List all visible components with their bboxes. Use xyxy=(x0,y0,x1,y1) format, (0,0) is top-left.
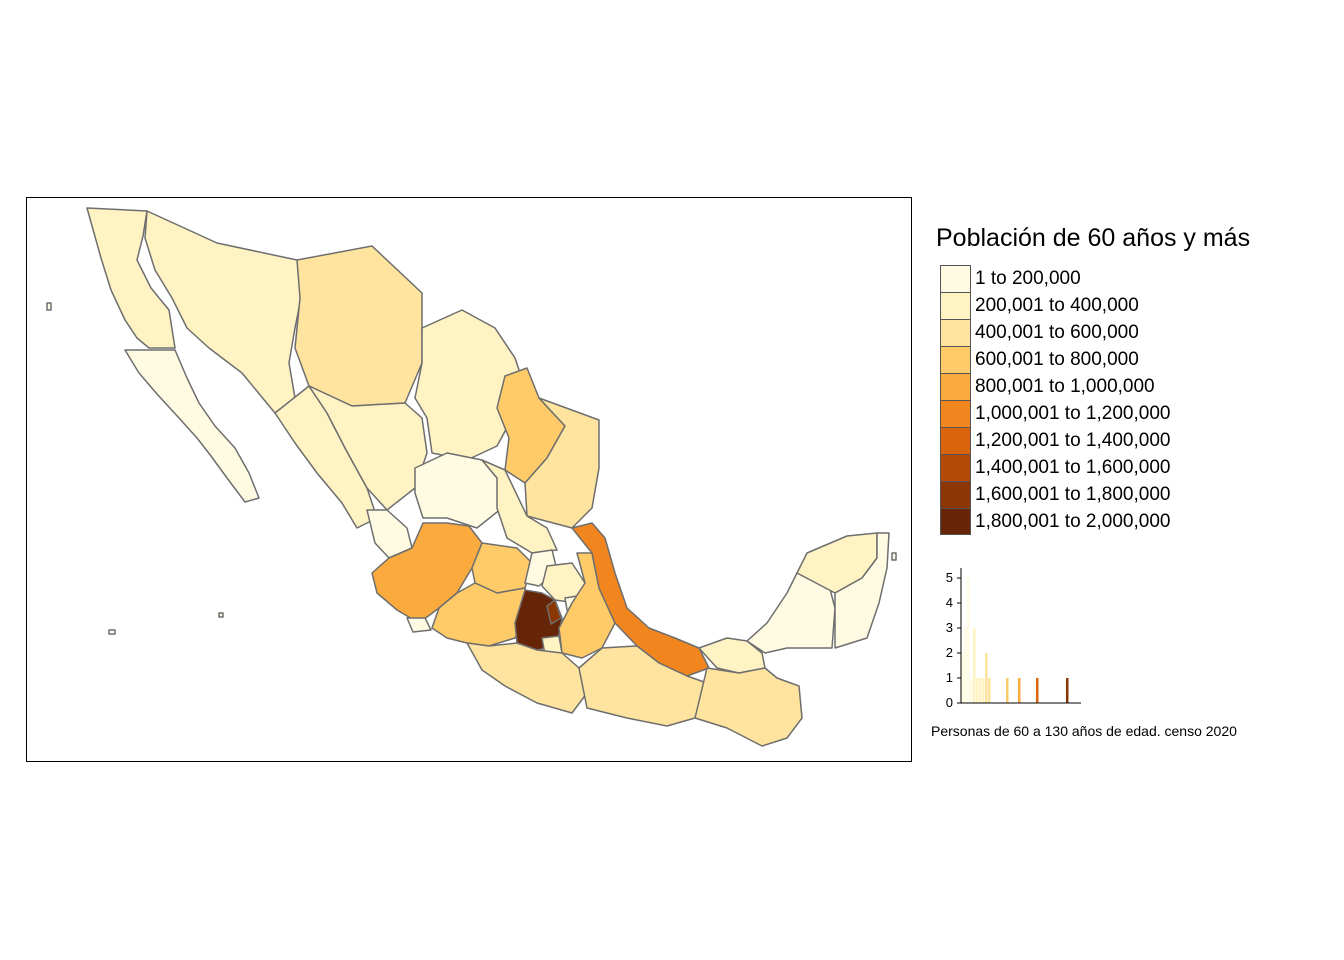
legend-item: 1,600,001 to 1,800,000 xyxy=(940,481,1170,508)
island-revillagigedo xyxy=(108,629,116,635)
state-chihuahua[interactable] xyxy=(294,245,423,407)
legend-item: 800,001 to 1,000,000 xyxy=(940,373,1170,400)
state-zacatecas[interactable] xyxy=(414,452,503,529)
legend-label: 800,001 to 1,000,000 xyxy=(975,375,1155,397)
state-campeche[interactable] xyxy=(746,572,836,654)
state-tamaulipas[interactable] xyxy=(524,397,600,529)
histogram-bar xyxy=(1006,678,1009,703)
map-caption: Personas de 60 a 130 años de edad. censo… xyxy=(931,723,1237,739)
legend-item: 1,200,001 to 1,400,000 xyxy=(940,427,1170,454)
state-baja-california[interactable] xyxy=(86,207,176,349)
island-guadalupe xyxy=(46,302,52,311)
histogram-bar xyxy=(976,678,979,703)
legend-swatch xyxy=(940,481,971,508)
legend-label: 400,001 to 600,000 xyxy=(975,321,1139,343)
legend-histogram: 0 1 2 3 4 5 xyxy=(946,568,1081,710)
legend-label: 1,600,001 to 1,800,000 xyxy=(975,483,1171,505)
legend-swatch xyxy=(940,292,971,319)
histogram-bar xyxy=(964,628,967,703)
histogram-bar xyxy=(961,653,964,703)
histogram-bar xyxy=(1066,678,1069,703)
state-chiapas[interactable] xyxy=(694,667,803,747)
legend-label: 1,000,001 to 1,200,000 xyxy=(975,402,1171,424)
legend-swatch xyxy=(940,319,971,346)
histogram-y-tick-label: 4 xyxy=(946,595,953,610)
island-socorro xyxy=(218,612,224,618)
legend-label: 600,001 to 800,000 xyxy=(975,348,1139,370)
map-frame xyxy=(26,197,912,762)
legend-swatch xyxy=(940,454,971,481)
legend-label: 1,200,001 to 1,400,000 xyxy=(975,429,1171,451)
histogram-bar xyxy=(973,628,976,703)
legend-label: 1,400,001 to 1,600,000 xyxy=(975,456,1171,478)
legend-item: 1,800,001 to 2,000,000 xyxy=(940,508,1170,535)
state-coahuila[interactable] xyxy=(414,309,526,461)
histogram-y-tick-label: 1 xyxy=(946,670,953,685)
histogram-y-tick-label: 0 xyxy=(946,695,953,710)
state-ciudad-de-mexico[interactable] xyxy=(546,599,562,625)
legend-item: 1,400,001 to 1,600,000 xyxy=(940,454,1170,481)
island-isla-mujeres xyxy=(891,552,897,561)
legend-label: 1,800,001 to 2,000,000 xyxy=(975,510,1171,532)
legend-swatch xyxy=(940,400,971,427)
histogram-y-tick-label: 3 xyxy=(946,620,953,635)
legend-title: Población de 60 años y más xyxy=(936,224,1251,252)
legend-label: 200,001 to 400,000 xyxy=(975,294,1139,316)
legend-item: 600,001 to 800,000 xyxy=(940,346,1170,373)
state-jalisco[interactable] xyxy=(371,522,483,624)
legend-swatch xyxy=(940,265,971,292)
histogram-bar xyxy=(967,578,970,703)
histogram-bar xyxy=(1036,678,1039,703)
histogram-bar xyxy=(970,678,973,703)
legend-item: 400,001 to 600,000 xyxy=(940,319,1170,346)
legend-item: 200,001 to 400,000 xyxy=(940,292,1170,319)
state-veracruz[interactable] xyxy=(571,522,710,677)
histogram-bar xyxy=(1018,678,1021,703)
state-tabasco[interactable] xyxy=(698,637,766,674)
histogram-bar xyxy=(982,678,985,703)
state-quintana-roo[interactable] xyxy=(834,532,890,649)
histogram-bar xyxy=(979,678,982,703)
legend-swatch xyxy=(940,346,971,373)
legend-swatch xyxy=(940,427,971,454)
histogram-y-tick-label: 5 xyxy=(946,570,953,585)
histogram-y-tick-label: 2 xyxy=(946,645,953,660)
legend-swatch xyxy=(940,508,971,535)
legend-item: 1 to 200,000 xyxy=(940,265,1170,292)
histogram-bar xyxy=(988,678,991,703)
state-colima[interactable] xyxy=(406,617,432,633)
mexico-map xyxy=(46,207,897,747)
legend-item: 1,000,001 to 1,200,000 xyxy=(940,400,1170,427)
histogram-bar xyxy=(985,653,988,703)
legend-swatch xyxy=(940,373,971,400)
state-baja-california-sur[interactable] xyxy=(124,349,260,503)
legend-label: 1 to 200,000 xyxy=(975,267,1081,289)
legend: 1 to 200,000 200,001 to 400,000 400,001 … xyxy=(940,265,1170,535)
